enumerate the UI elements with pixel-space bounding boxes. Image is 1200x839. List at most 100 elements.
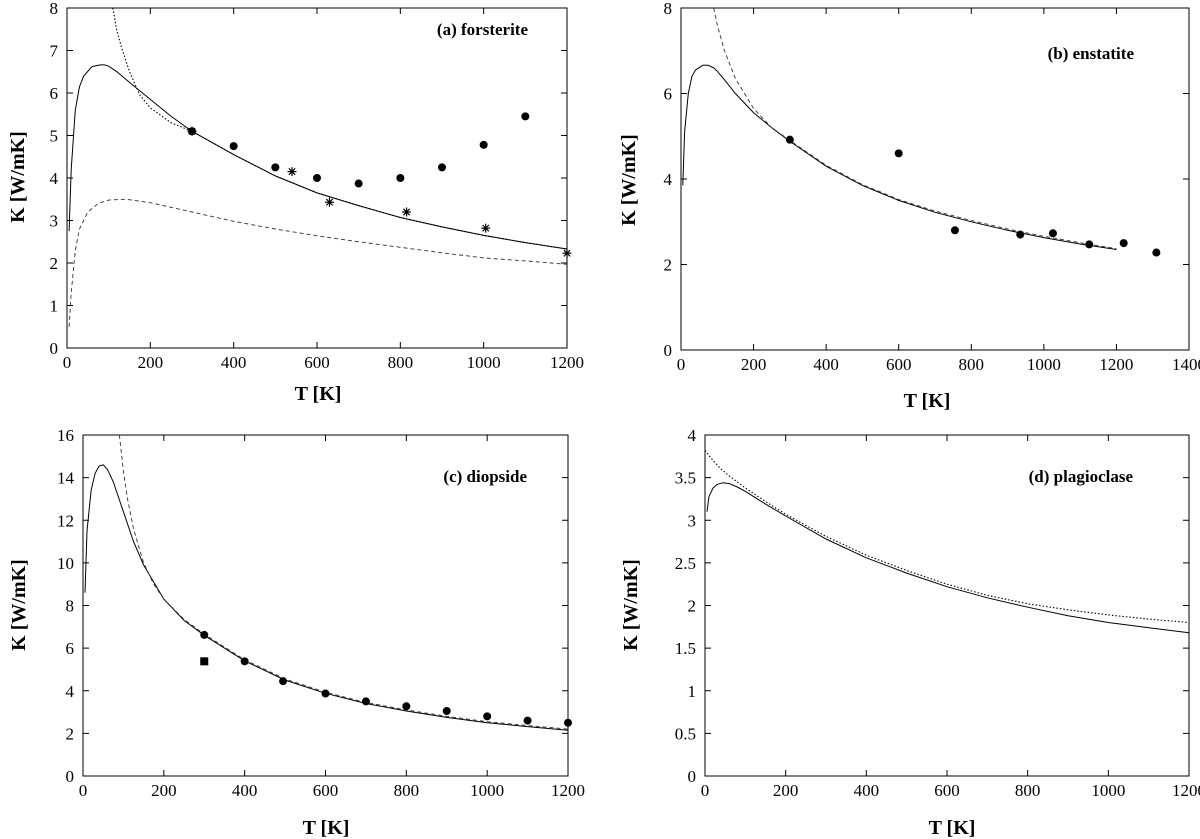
- data-point-circle: [229, 142, 238, 151]
- data-point-circle: [1152, 248, 1161, 257]
- x-tick-label: 200: [773, 781, 799, 800]
- series-line-dashed: [68, 198, 567, 327]
- series-group: [84, 435, 568, 731]
- x-tick-label: 600: [886, 355, 912, 374]
- y-axis-label: K [W/mK]: [620, 559, 642, 651]
- x-tick-label: 600: [313, 781, 339, 800]
- x-tick-label: 200: [138, 353, 164, 372]
- plot-frame: [82, 434, 569, 777]
- x-tick-label: 1000: [470, 781, 504, 800]
- panel-title: (c) diopside: [443, 467, 527, 486]
- y-tick-label: 8: [50, 0, 59, 18]
- y-tick-label: 0: [66, 767, 75, 786]
- y-tick-label: 7: [50, 42, 59, 61]
- x-tick-label: 400: [854, 781, 880, 800]
- y-tick-label: 0: [664, 341, 673, 360]
- y-tick-label: 6: [66, 639, 75, 658]
- panel-title: (b) enstatite: [1048, 44, 1135, 63]
- y-tick-label: 2: [664, 256, 673, 275]
- x-tick-label: 200: [741, 355, 767, 374]
- x-tick-label: 0: [79, 781, 88, 800]
- data-point-circle: [354, 179, 363, 188]
- y-tick-label: 10: [57, 554, 74, 573]
- x-tick-label: 200: [151, 781, 177, 800]
- panel-title: (a) forsterite: [437, 20, 529, 39]
- x-tick-label: 0: [677, 355, 686, 374]
- data-point-circle: [894, 149, 903, 158]
- x-tick-label: 400: [232, 781, 258, 800]
- data-point-square: [200, 657, 209, 666]
- data-point-circle: [1085, 240, 1094, 249]
- x-tick-label: 800: [959, 355, 985, 374]
- x-tick-label: 600: [934, 781, 960, 800]
- x-tick-label: 0: [63, 353, 72, 372]
- data-point-circle: [950, 226, 959, 235]
- x-tick-label: 600: [304, 353, 330, 372]
- y-tick-label: 3.5: [675, 469, 696, 488]
- panel-enstatite: (b) enstatite T [K] K [W/mK] 0 200 400 600 8…: [618, 0, 1200, 412]
- data-point-circle: [240, 657, 249, 666]
- panel-diopside: (c) diopside T [K] K [W/mK] 0 200 400 600 80…: [8, 426, 585, 839]
- x-axis-label: T [K]: [929, 817, 976, 839]
- data-point-asterisk: [481, 223, 491, 233]
- y-axis-label: K [W/mK]: [618, 134, 640, 226]
- y-tick-label: 2.5: [675, 554, 696, 573]
- y-tick-label: 8: [66, 597, 75, 616]
- y-tick-label: 4: [66, 682, 75, 701]
- data-point-circle: [479, 140, 488, 149]
- y-tick-label: 6: [50, 84, 59, 103]
- data-point-circle: [564, 718, 572, 727]
- series-line-solid: [68, 64, 567, 250]
- y-tick-label: 3: [50, 212, 59, 231]
- panel-forsterite: (a) forsterite T [K] K [W/mK] 0 200 400 600…: [7, 0, 584, 405]
- y-tick-label: 4: [50, 169, 59, 188]
- y-tick-label: 0.5: [675, 724, 696, 743]
- series-line-solid: [84, 464, 568, 731]
- x-tick-label: 400: [813, 355, 839, 374]
- series-group: [68, 8, 567, 327]
- series-line-solid: [682, 64, 1117, 250]
- y-tick-label: 14: [57, 469, 75, 488]
- data-point-asterisk: [325, 197, 334, 207]
- data-point-circle: [521, 112, 530, 121]
- data-point-circle: [785, 135, 794, 144]
- data-point-circle: [1119, 239, 1128, 248]
- data-point-asterisk: [187, 126, 197, 136]
- data-point-circle: [271, 163, 280, 172]
- x-tick-label: 400: [221, 353, 247, 372]
- series-line-solid: [706, 482, 1189, 634]
- data-point-circle: [483, 712, 492, 721]
- data-point-circle: [361, 697, 370, 706]
- data-point-circle: [1048, 229, 1057, 238]
- y-tick-label: 6: [664, 85, 673, 104]
- x-axis-label: T [K]: [295, 383, 342, 405]
- data-point-asterisk: [402, 207, 412, 217]
- y-tick-label: 4: [688, 426, 697, 445]
- x-tick-label: 1200: [1172, 781, 1200, 800]
- x-tick-label: 1200: [550, 353, 584, 372]
- y-axis-label: K [W/mK]: [8, 559, 30, 651]
- y-tick-label: 16: [57, 426, 74, 445]
- data-point-circle: [321, 689, 330, 698]
- y-tick-label: 0: [50, 339, 59, 358]
- data-point-circle: [442, 706, 451, 715]
- x-tick-label: 1000: [1027, 355, 1061, 374]
- x-tick-label: 800: [388, 353, 414, 372]
- y-tick-label: 1: [50, 297, 59, 316]
- data-point-circle: [200, 630, 209, 639]
- series-line-dotted: [705, 449, 1189, 624]
- data-point-circle: [313, 174, 321, 182]
- x-tick-label: 1200: [1099, 355, 1133, 374]
- y-tick-label: 5: [50, 127, 59, 146]
- data-point-asterisk: [562, 248, 572, 258]
- data-point-circle: [1016, 230, 1025, 239]
- x-axis-label: T [K]: [303, 817, 350, 839]
- x-tick-label: 800: [394, 781, 420, 800]
- panel-title: (d) plagioclase: [1029, 467, 1134, 486]
- series-line-dashed: [118, 435, 568, 730]
- data-point-circle: [396, 174, 405, 182]
- plot-frame: [704, 434, 1190, 777]
- data-point-circle: [279, 677, 288, 686]
